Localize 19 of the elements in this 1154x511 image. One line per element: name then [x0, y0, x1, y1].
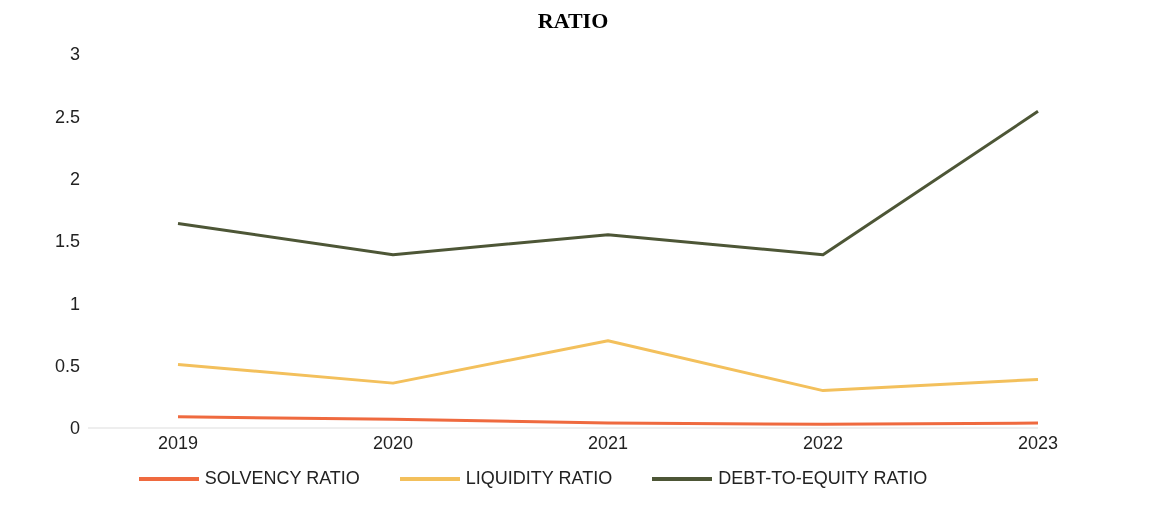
y-tick-label: 1	[69, 293, 80, 314]
y-tick-label: 0	[69, 418, 80, 439]
x-tick-label: 2023	[1017, 432, 1059, 453]
x-tick-label: 2021	[587, 432, 629, 453]
y-tick-label: 1.5	[54, 231, 80, 252]
x-tick-label: 2020	[372, 432, 414, 453]
y-tick-label: 3	[69, 44, 80, 65]
chart-title: RATIO	[536, 8, 610, 34]
line-series	[176, 415, 1040, 426]
y-tick-label: 2.5	[54, 106, 80, 127]
legend-label: DEBT-TO-EQUITY RATIO	[717, 468, 928, 489]
x-tick-label: 2022	[802, 432, 844, 453]
x-tick-label: 2019	[157, 432, 199, 453]
line-series	[176, 109, 1040, 257]
legend-label: SOLVENCY RATIO	[203, 468, 360, 489]
line-series	[176, 339, 1040, 393]
y-tick-label: 2	[69, 169, 80, 190]
legend-label: LIQUIDITY RATIO	[464, 468, 613, 489]
y-tick-label: 0.5	[54, 356, 80, 377]
